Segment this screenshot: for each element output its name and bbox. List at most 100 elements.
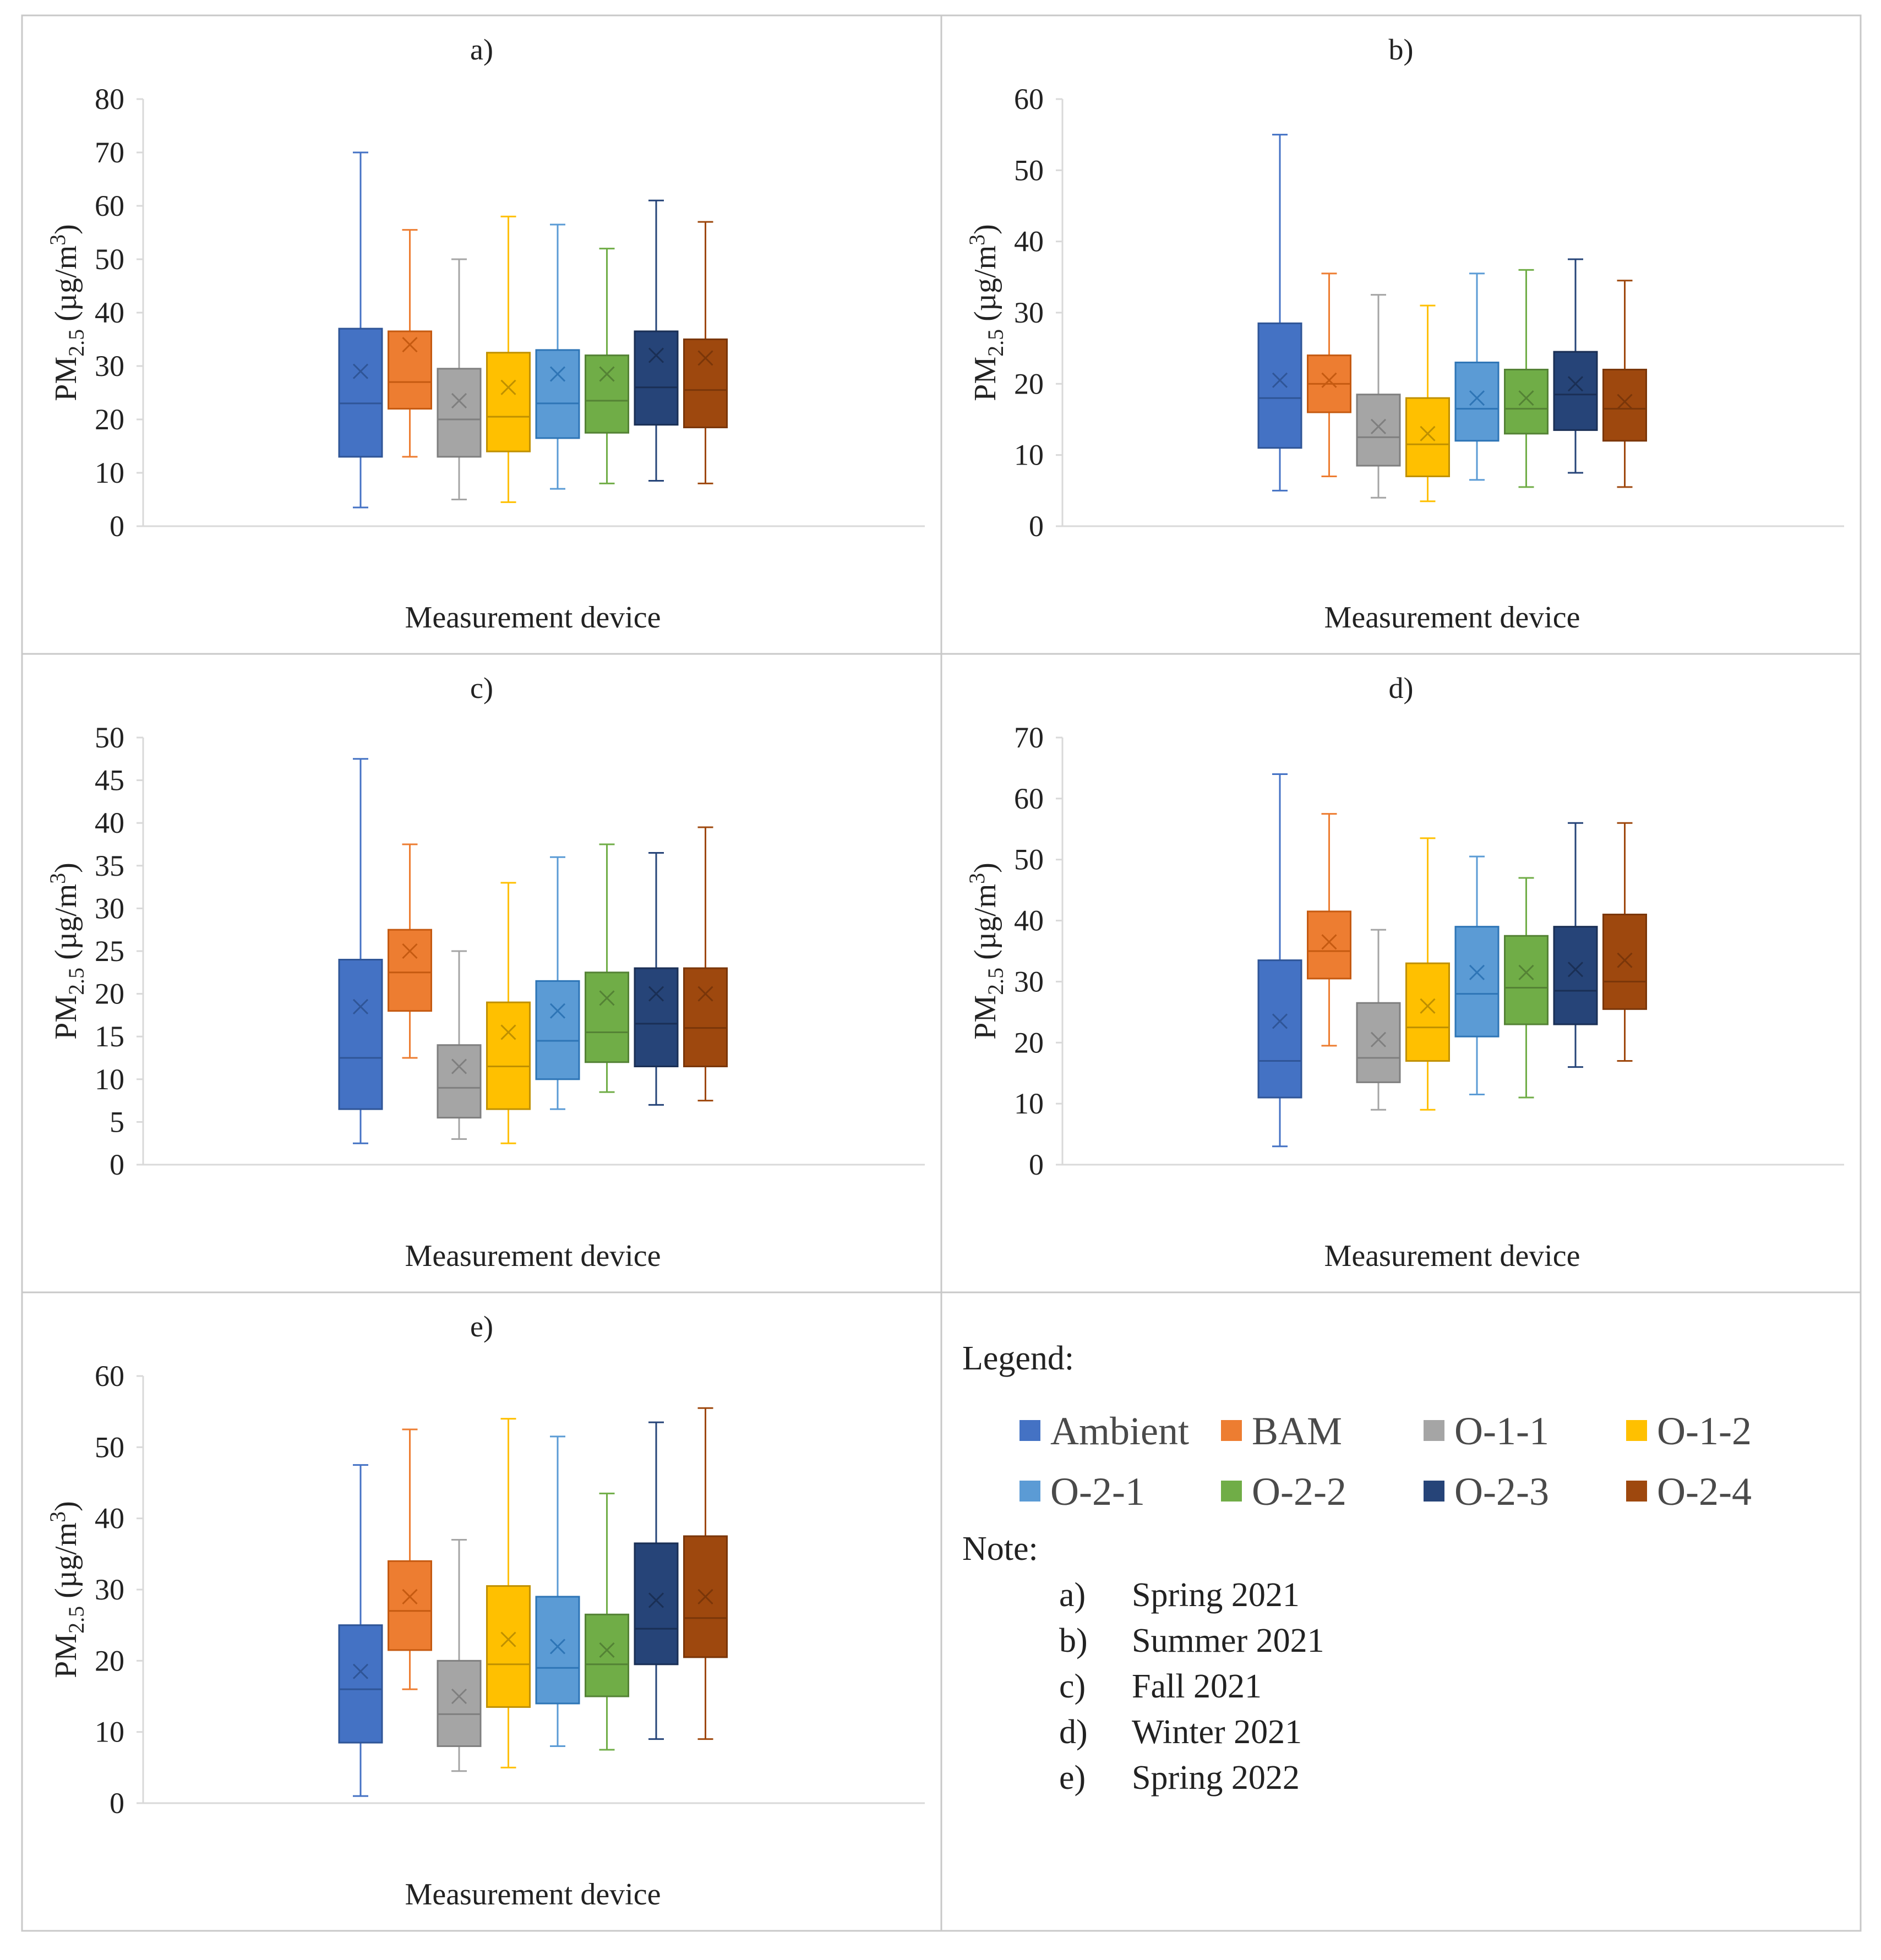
mean-marker xyxy=(648,347,664,363)
mean-marker xyxy=(648,986,664,1002)
y-tick-label: 50 xyxy=(95,243,124,276)
iqr-box xyxy=(634,967,679,1068)
mean-marker xyxy=(352,1663,369,1679)
y-tick-label: 0 xyxy=(1029,1148,1044,1181)
ylabel-sup: 3 xyxy=(45,1511,70,1522)
iqr-box xyxy=(338,327,383,458)
mean-marker xyxy=(549,366,566,382)
iqr-box xyxy=(1602,368,1647,442)
y-tick-label: 10 xyxy=(95,1063,124,1096)
iqr-box xyxy=(437,1044,482,1119)
legend-swatch-o-2-2 xyxy=(1221,1481,1242,1502)
panel-legend-border xyxy=(940,1291,1862,1932)
y-tick-label: 60 xyxy=(1014,83,1044,116)
ylabel-sup: 3 xyxy=(45,873,70,884)
mean-marker xyxy=(352,998,369,1014)
box-o-2-2 xyxy=(585,1492,629,1751)
mean-marker xyxy=(1617,394,1633,410)
ylabel-sub: 2.5 xyxy=(64,1606,89,1634)
ylabel-close: ) xyxy=(49,224,83,234)
box-o-1-2 xyxy=(1405,304,1450,503)
iqr-box xyxy=(1454,926,1500,1038)
ylabel-pm: PM xyxy=(968,357,1002,401)
box-o-2-3 xyxy=(1553,258,1598,474)
mean-marker xyxy=(500,1631,516,1647)
iqr-box xyxy=(1257,322,1302,449)
mean-marker xyxy=(1567,962,1584,978)
y-axis-label: PM2.5 (µg/m3) xyxy=(964,224,1008,401)
panel-d-border xyxy=(940,653,1862,1293)
box-o-2-4 xyxy=(683,1407,728,1740)
iqr-box xyxy=(486,1585,531,1708)
y-tick-label: 70 xyxy=(1014,721,1044,754)
chart-title-c: c) xyxy=(470,671,493,705)
note-key-c: c) xyxy=(1059,1668,1086,1705)
box-o-2-4 xyxy=(683,826,728,1102)
y-tick-label: 0 xyxy=(110,510,124,543)
legend-label-o-2-3: O-2-3 xyxy=(1454,1470,1549,1514)
box-o-1-1 xyxy=(1356,929,1401,1111)
iqr-box xyxy=(338,1624,383,1744)
mean-marker xyxy=(1469,964,1485,980)
iqr-box xyxy=(437,1659,482,1748)
legend-swatch-o-1-2 xyxy=(1626,1420,1647,1441)
iqr-box xyxy=(388,330,432,410)
mean-marker xyxy=(1567,376,1584,392)
y-tick-label: 45 xyxy=(95,764,124,797)
y-axis-label: PM2.5 (µg/m3) xyxy=(45,1501,89,1678)
legend-swatch-bam xyxy=(1221,1420,1242,1441)
box-o-1-1 xyxy=(437,258,482,500)
iqr-box xyxy=(634,330,679,426)
box-o-2-3 xyxy=(1553,822,1598,1068)
y-tick-label: 80 xyxy=(95,83,124,116)
box-bam xyxy=(388,843,432,1059)
mean-marker xyxy=(500,379,516,395)
legend-panel: Legend: Ambient BAM O-1-1 O-1-2 O-2-1 O-… xyxy=(962,1340,1752,1797)
y-tick-label: 10 xyxy=(1014,1087,1044,1120)
note-text-d: Winter 2021 xyxy=(1132,1713,1302,1751)
y-tick-label: 20 xyxy=(1014,1026,1044,1059)
ylabel-close: ) xyxy=(49,1501,83,1511)
ylabel-pm: PM xyxy=(49,995,83,1040)
y-tick-label: 35 xyxy=(95,849,124,882)
y-tick-label: 0 xyxy=(1029,510,1044,543)
mean-marker xyxy=(500,1024,516,1040)
mean-marker xyxy=(1420,998,1436,1014)
ylabel-sub: 2.5 xyxy=(64,968,89,995)
y-tick-label: 60 xyxy=(95,189,124,222)
panel-a-border xyxy=(21,14,942,655)
box-bam xyxy=(1307,272,1351,477)
iqr-box xyxy=(1356,394,1401,467)
legend-label-o-2-4: O-2-4 xyxy=(1657,1470,1752,1514)
y-tick-label: 20 xyxy=(1014,367,1044,400)
iqr-box xyxy=(1504,935,1549,1025)
iqr-box xyxy=(1602,913,1647,1010)
y-tick-label: 50 xyxy=(1014,154,1044,187)
iqr-box xyxy=(1257,959,1302,1099)
mean-marker xyxy=(599,366,615,382)
mean-marker xyxy=(549,1639,566,1655)
y-axis-label: PM2.5 (µg/m3) xyxy=(964,862,1008,1040)
y-tick-label: 40 xyxy=(1014,904,1044,937)
mean-marker xyxy=(1321,934,1337,950)
iqr-box xyxy=(683,967,728,1068)
box-o-2-4 xyxy=(1602,822,1647,1062)
box-o-2-2 xyxy=(1504,877,1549,1099)
iqr-box xyxy=(338,959,383,1110)
y-tick-label: 30 xyxy=(95,892,124,925)
y-tick-label: 60 xyxy=(95,1360,124,1393)
iqr-box xyxy=(437,368,482,458)
y-tick-label: 0 xyxy=(110,1148,124,1181)
panel-c-border xyxy=(21,653,942,1293)
legend-label-ambient: Ambient xyxy=(1050,1409,1189,1453)
x-axis-label: Measurement device xyxy=(1324,600,1580,635)
iqr-box xyxy=(585,354,629,434)
legend-swatch-ambient xyxy=(1019,1420,1040,1441)
mean-marker xyxy=(648,1592,664,1608)
mean-marker xyxy=(402,943,418,959)
chart-panel-d: d) 0 10 20 30 40 50 60 70 PM2.5 (µg/m3) Measuremen… xyxy=(964,671,1844,1273)
y-tick-label: 0 xyxy=(110,1787,124,1820)
mean-marker xyxy=(451,1058,467,1074)
